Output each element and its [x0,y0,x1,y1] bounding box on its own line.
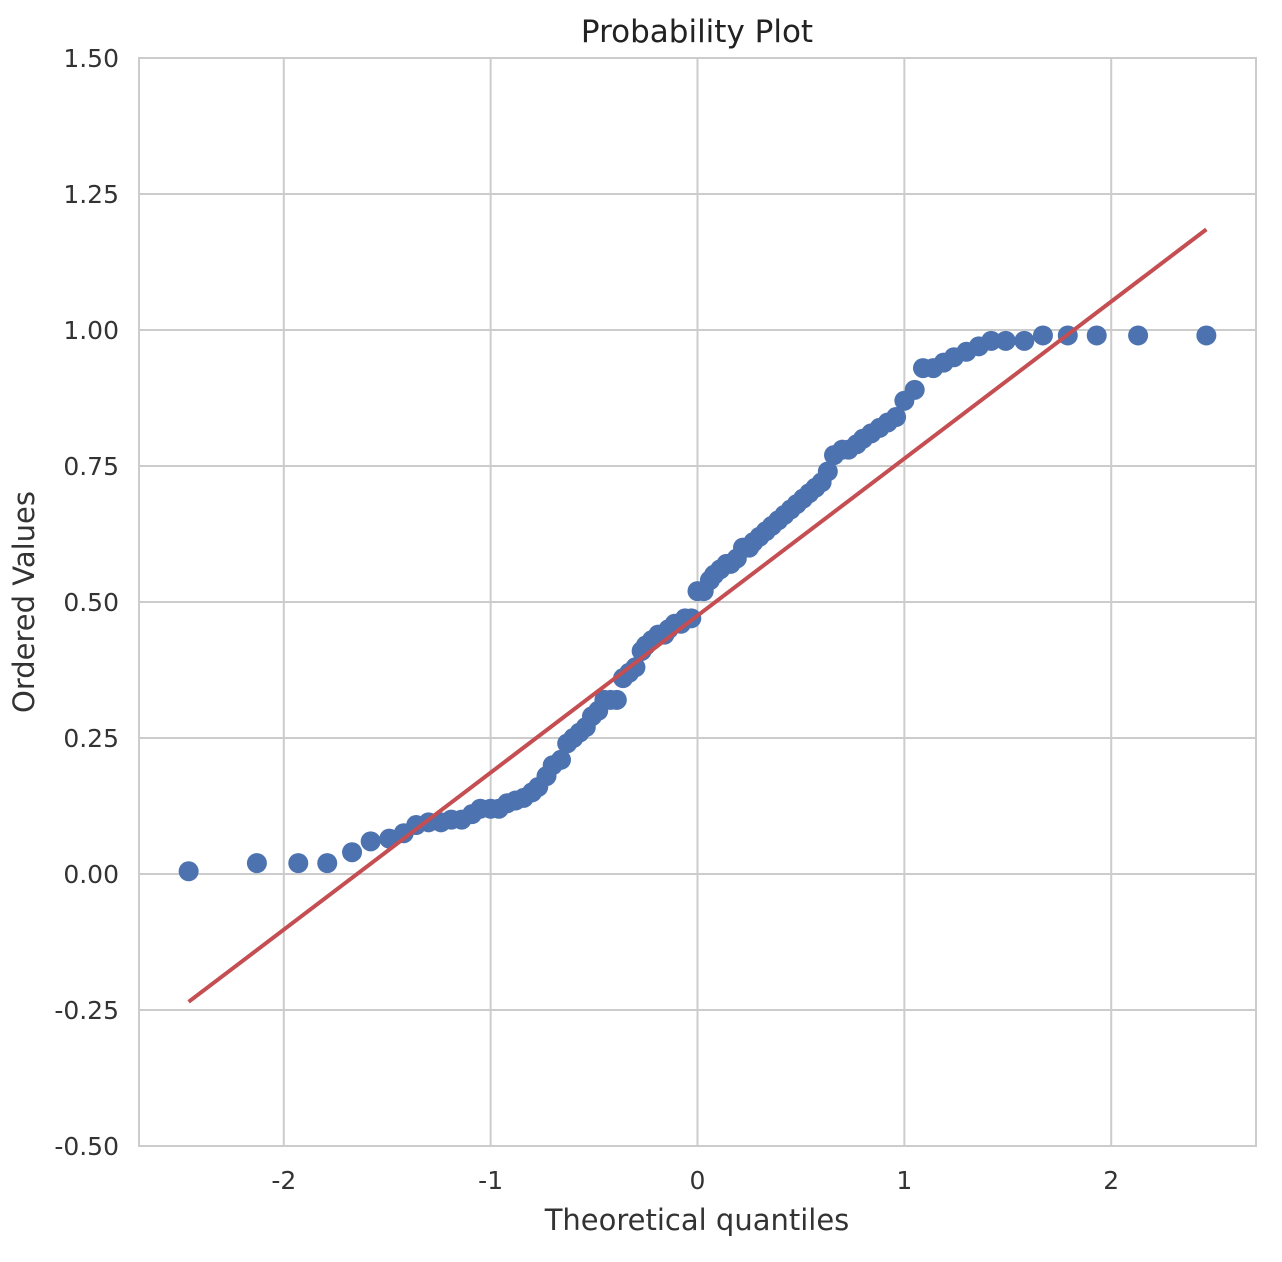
data-point [360,831,381,852]
y-tick-label: 1.00 [63,316,119,345]
data-point [246,853,267,874]
data-point [288,853,309,874]
data-point [1196,325,1217,346]
data-point [1032,325,1053,346]
y-tick-label: 1.50 [63,44,119,73]
data-point [178,861,199,882]
x-axis-label: Theoretical quantiles [544,1203,850,1237]
data-point [1128,325,1149,346]
x-tick-label: 2 [1103,1166,1119,1195]
data-point [317,853,338,874]
y-axis-label: Ordered Values [7,491,41,713]
y-tick-label: 0.00 [63,860,119,889]
data-point [1014,330,1035,351]
data-point [981,330,1002,351]
data-point [550,749,571,770]
chart-title: Probability Plot [581,14,813,50]
data-points [178,325,1217,882]
fit-line [187,227,1208,1004]
y-tick-label: 0.75 [63,452,119,481]
x-tick-label: -1 [478,1166,503,1195]
plot-frame [138,57,1257,1147]
data-point [342,842,363,863]
y-tick-label: -0.50 [54,1132,119,1161]
data-point [995,330,1016,351]
y-tick-label: 0.25 [63,724,119,753]
y-tick-label: -0.25 [54,996,119,1025]
x-tick-label: 1 [896,1166,912,1195]
data-point [817,461,838,482]
grid-lines [139,57,1256,1147]
data-point [625,657,646,678]
fit-line-layer [187,227,1208,1004]
x-tick-label: -2 [271,1166,296,1195]
x-tick-label: 0 [690,1166,706,1195]
data-point [1086,325,1107,346]
tick-labels: -0.50 -0.25 0.00 0.25 0.50 0.75 1.00 1.25 1.50 -2… [54,44,1119,1195]
y-tick-label: 0.50 [63,588,119,617]
data-point [606,689,627,710]
y-tick-label: 1.25 [63,180,119,209]
data-point [904,379,925,400]
data-point [886,407,907,428]
